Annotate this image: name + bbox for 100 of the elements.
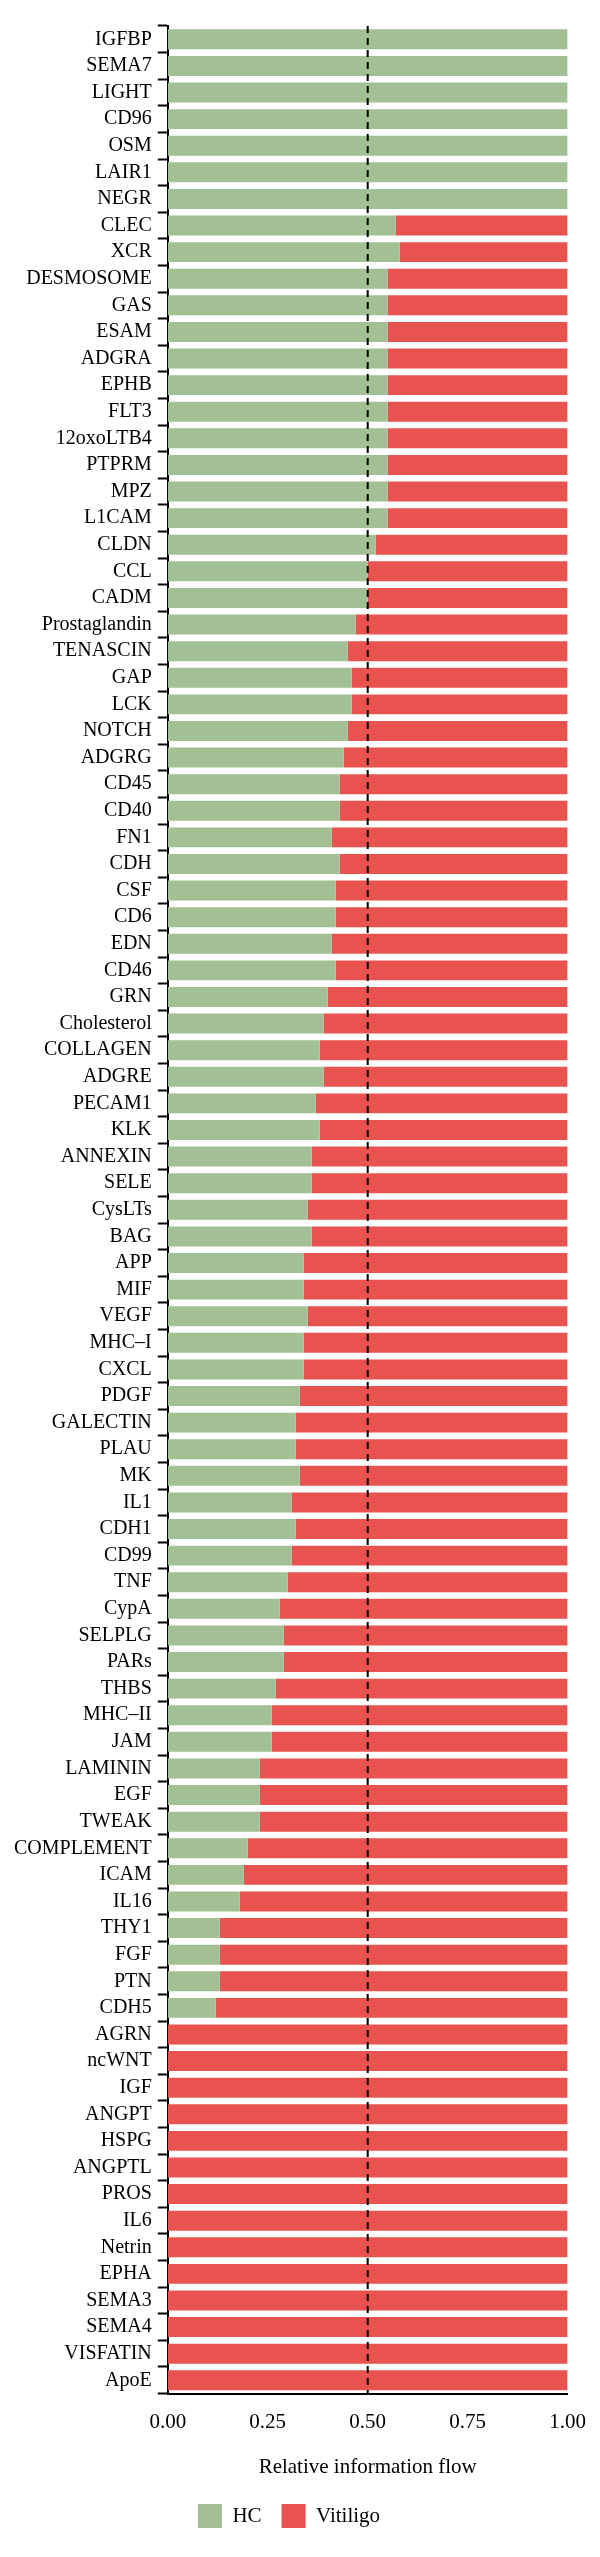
y-tick-label: GAP — [111, 665, 152, 688]
bar — [299, 1465, 568, 1486]
x-tick-label: 1.00 — [549, 2408, 586, 2433]
bar — [167, 1279, 304, 1300]
bar — [167, 188, 568, 209]
y-tick-label: SELE — [104, 1170, 152, 1193]
y-tick-label: APP — [115, 1250, 152, 1273]
bar — [387, 508, 568, 529]
bar — [219, 1944, 568, 1965]
bar — [315, 1093, 568, 1114]
y-tick-label: Prostaglandin — [41, 611, 152, 635]
y-tick-label: DESMOSOME — [26, 265, 152, 288]
bar — [167, 1519, 296, 1539]
bar — [167, 960, 336, 981]
y-tick-label: JAM — [111, 1729, 152, 1752]
y-tick-label: MPZ — [110, 478, 152, 501]
y-tick-label: CXCL — [98, 1356, 152, 1379]
y-tick-label: MHC–I — [89, 1330, 152, 1353]
bar — [319, 1120, 568, 1140]
bar — [215, 1997, 568, 2018]
bar — [167, 82, 568, 103]
bar — [259, 1758, 568, 1779]
bar — [167, 1465, 300, 1486]
y-tick-label: GALECTIN — [51, 1409, 152, 1432]
y-tick-label: NEGR — [97, 186, 153, 209]
bar — [167, 587, 368, 608]
bar — [167, 2077, 568, 2098]
bar — [167, 2024, 568, 2045]
bar — [167, 295, 388, 316]
bar — [219, 1918, 568, 1939]
bar — [219, 1971, 568, 1992]
bar — [167, 1492, 292, 1513]
bar — [167, 268, 388, 289]
bar — [243, 1864, 568, 1885]
bar — [387, 454, 568, 475]
bar — [167, 135, 568, 156]
bar — [259, 1785, 568, 1806]
y-tick-label: EDN — [110, 931, 152, 954]
bar — [275, 1678, 568, 1699]
bar — [167, 1386, 300, 1406]
bar — [271, 1705, 568, 1726]
x-tick-label: 0.75 — [449, 2408, 487, 2433]
y-tick-label: ADGRG — [80, 744, 152, 767]
y-tick-label: CD40 — [103, 798, 152, 821]
bar — [167, 907, 336, 928]
y-tick-label: CysLTs — [91, 1197, 152, 1221]
bar — [387, 295, 568, 316]
bar — [167, 827, 332, 848]
bar — [167, 2051, 568, 2072]
bar — [283, 1652, 568, 1673]
y-tick-label: CDH — [109, 851, 152, 874]
bar — [351, 694, 568, 715]
bar — [295, 1412, 568, 1433]
y-tick-label: Cholesterol — [59, 1010, 153, 1033]
bar — [167, 1731, 272, 1752]
bar — [167, 2157, 568, 2178]
y-tick-label: COLLAGEN — [44, 1037, 152, 1060]
bar — [167, 1040, 320, 1061]
bar — [355, 614, 568, 635]
bar — [167, 1066, 324, 1087]
bar — [247, 1838, 568, 1859]
legend-label: HC — [232, 2502, 262, 2527]
y-tick-label: IL16 — [112, 1888, 152, 1911]
y-tick-label: OSM — [108, 132, 152, 155]
bar — [167, 1838, 248, 1859]
bar — [167, 1811, 260, 1832]
y-tick-label: THY1 — [100, 1915, 152, 1938]
bar — [167, 55, 568, 76]
bar — [319, 1040, 568, 1061]
bar — [387, 401, 568, 422]
bar — [167, 2130, 568, 2151]
bar — [167, 1545, 292, 1566]
bar — [167, 2343, 568, 2364]
bar — [167, 1332, 304, 1353]
x-tick-label: 0.50 — [349, 2408, 387, 2433]
y-tick-label: CSF — [116, 877, 152, 900]
bar — [167, 2104, 568, 2125]
bar — [395, 215, 568, 236]
y-tick-label: BAG — [109, 1223, 152, 1246]
y-tick-label: ANNEXIN — [60, 1143, 152, 1166]
bar — [295, 1439, 568, 1460]
y-tick-label: MIF — [116, 1276, 152, 1299]
y-tick-label: IGFBP — [95, 26, 152, 49]
bar — [167, 641, 348, 662]
bar — [167, 162, 568, 183]
y-tick-label: LIGHT — [91, 79, 152, 102]
bar — [303, 1359, 568, 1380]
bar — [167, 29, 568, 50]
bar — [303, 1332, 568, 1353]
bar — [367, 561, 568, 582]
y-tick-label: CLEC — [100, 212, 152, 235]
bar — [303, 1253, 568, 1273]
y-tick-label: COMPLEMENT — [13, 1835, 152, 1858]
bar — [167, 2237, 568, 2258]
bar — [167, 1120, 320, 1140]
bar — [167, 2370, 568, 2391]
bar — [167, 1971, 220, 1992]
y-tick-label: ADGRE — [82, 1064, 152, 1087]
bar — [387, 321, 568, 342]
bar — [295, 1519, 568, 1539]
